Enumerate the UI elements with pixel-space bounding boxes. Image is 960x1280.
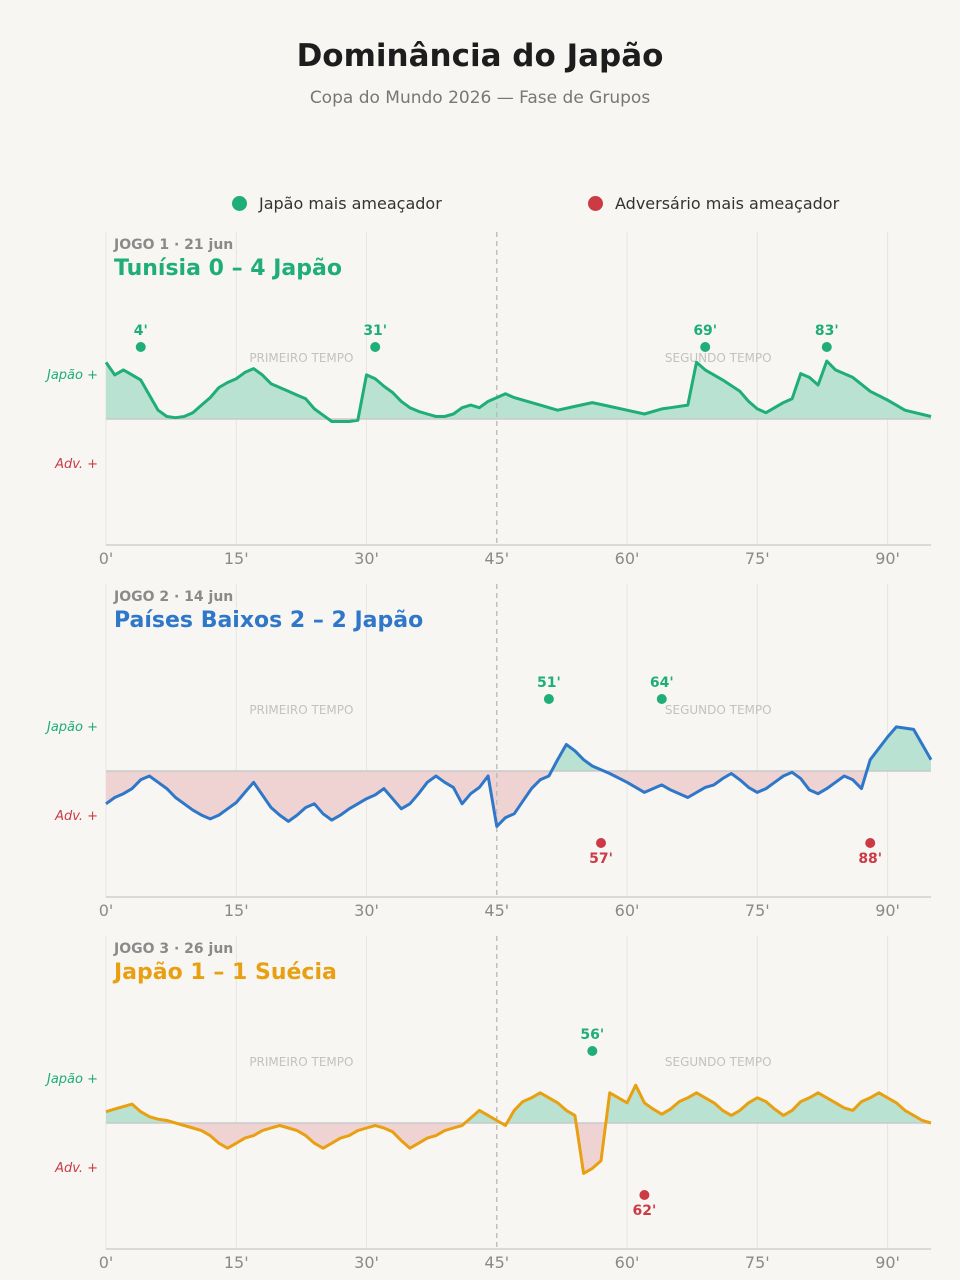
x-tick-label: 90' bbox=[875, 901, 900, 920]
opponent-event-dot bbox=[639, 1190, 650, 1200]
x-tick-label: 30' bbox=[354, 549, 379, 568]
japan-event-dot bbox=[370, 342, 381, 352]
x-tick-label: 60' bbox=[615, 549, 640, 568]
japan-event-dot bbox=[135, 342, 146, 352]
period-label: SEGUNDO TEMPO bbox=[665, 703, 772, 717]
legend-item-japan: Japão mais ameaçador bbox=[232, 194, 442, 213]
x-tick-label: 15' bbox=[224, 549, 249, 568]
legend-opponent-dot-icon bbox=[588, 196, 603, 211]
y-label-japan: Japão + bbox=[44, 1072, 98, 1087]
japan-area bbox=[106, 1085, 931, 1123]
y-label-opponent: Adv. + bbox=[54, 1161, 98, 1176]
series-line bbox=[104, 359, 932, 423]
legend-item-opponent: Adversário mais ameaçador bbox=[588, 194, 839, 213]
opponent-event-label: 57' bbox=[589, 851, 613, 867]
series-line bbox=[105, 725, 933, 828]
x-tick-label: 30' bbox=[354, 1253, 379, 1272]
period-label: SEGUNDO TEMPO bbox=[665, 351, 772, 365]
x-tick-label: 0' bbox=[99, 1253, 114, 1272]
japan-area bbox=[106, 361, 931, 419]
opponent-event-dot bbox=[596, 838, 606, 848]
period-label: PRIMEIRO TEMPO bbox=[249, 1055, 353, 1069]
x-tick-label: 0' bbox=[99, 549, 114, 568]
x-tick-label: 75' bbox=[745, 901, 770, 920]
x-tick-label: 45' bbox=[484, 1253, 509, 1272]
japan-event-dot bbox=[543, 694, 554, 704]
period-label: PRIMEIRO TEMPO bbox=[249, 703, 353, 717]
x-tick-label: 15' bbox=[224, 901, 249, 920]
x-tick-label: 45' bbox=[484, 549, 509, 568]
page-subtitle: Copa do Mundo 2026 — Fase de Grupos bbox=[309, 88, 651, 108]
x-tick-label: 75' bbox=[745, 549, 770, 568]
japan-event-dot bbox=[587, 1046, 598, 1056]
japan-event-label: 4' bbox=[134, 323, 148, 339]
legend-label-japan: Japão mais ameaçador bbox=[259, 194, 442, 213]
japan-event-dot bbox=[821, 342, 832, 352]
match-title: Países Baixos 2 – 2 Japão bbox=[114, 608, 423, 633]
japan-event-label: 69' bbox=[693, 323, 717, 339]
opponent-area bbox=[106, 771, 931, 827]
legend-label-opponent: Adversário mais ameaçador bbox=[615, 194, 840, 213]
opponent-area bbox=[106, 1123, 931, 1174]
y-label-japan: Japão + bbox=[44, 368, 98, 383]
x-tick-label: 75' bbox=[745, 1253, 770, 1272]
japan-event-dot bbox=[656, 694, 667, 704]
opponent-event-label: 62' bbox=[633, 1203, 657, 1219]
match-meta: JOGO 3 · 26 jun bbox=[113, 941, 233, 957]
x-tick-label: 45' bbox=[484, 901, 509, 920]
period-label: PRIMEIRO TEMPO bbox=[249, 351, 353, 365]
period-label: SEGUNDO TEMPO bbox=[665, 1055, 772, 1069]
opponent-event-label: 88' bbox=[858, 851, 882, 867]
chart-panel-2: PRIMEIRO TEMPO SEGUNDO TEMPO 0' 15' 30' 45' 60… bbox=[44, 584, 933, 920]
japan-event-label: 31' bbox=[363, 323, 387, 339]
x-tick-label: 60' bbox=[615, 901, 640, 920]
chart-panel-3: PRIMEIRO TEMPO SEGUNDO TEMPO 0' 15' 30' 45' 60… bbox=[44, 936, 932, 1272]
y-label-japan: Japão + bbox=[44, 720, 98, 735]
x-tick-label: 90' bbox=[875, 549, 900, 568]
japan-event-dot bbox=[700, 342, 711, 352]
japan-event-label: 83' bbox=[815, 323, 839, 339]
y-label-opponent: Adv. + bbox=[54, 809, 98, 824]
x-tick-label: 60' bbox=[615, 1253, 640, 1272]
x-tick-label: 15' bbox=[224, 1253, 249, 1272]
japan-event-label: 64' bbox=[650, 675, 674, 691]
x-tick-label: 0' bbox=[99, 901, 114, 920]
page-title: Dominância do Japão bbox=[296, 38, 664, 74]
x-tick-label: 30' bbox=[354, 901, 379, 920]
match-title: Tunísia 0 – 4 Japão bbox=[114, 256, 342, 281]
legend: Japão mais ameaçador Adversário mais ame… bbox=[0, 194, 960, 218]
chart-panel-1: PRIMEIRO TEMPO SEGUNDO TEMPO 0' 15' 30' 45' 60… bbox=[44, 232, 932, 568]
match-title: Japão 1 – 1 Suécia bbox=[112, 960, 337, 985]
match-meta: JOGO 2 · 14 jun bbox=[113, 589, 233, 605]
legend-japan-dot-icon bbox=[232, 196, 247, 211]
japan-event-label: 51' bbox=[537, 675, 561, 691]
series-line bbox=[105, 1083, 932, 1175]
y-label-opponent: Adv. + bbox=[54, 457, 98, 472]
x-tick-label: 90' bbox=[875, 1253, 900, 1272]
japan-event-label: 56' bbox=[580, 1027, 604, 1043]
opponent-event-dot bbox=[865, 838, 876, 848]
match-meta: JOGO 1 · 21 jun bbox=[113, 237, 233, 253]
